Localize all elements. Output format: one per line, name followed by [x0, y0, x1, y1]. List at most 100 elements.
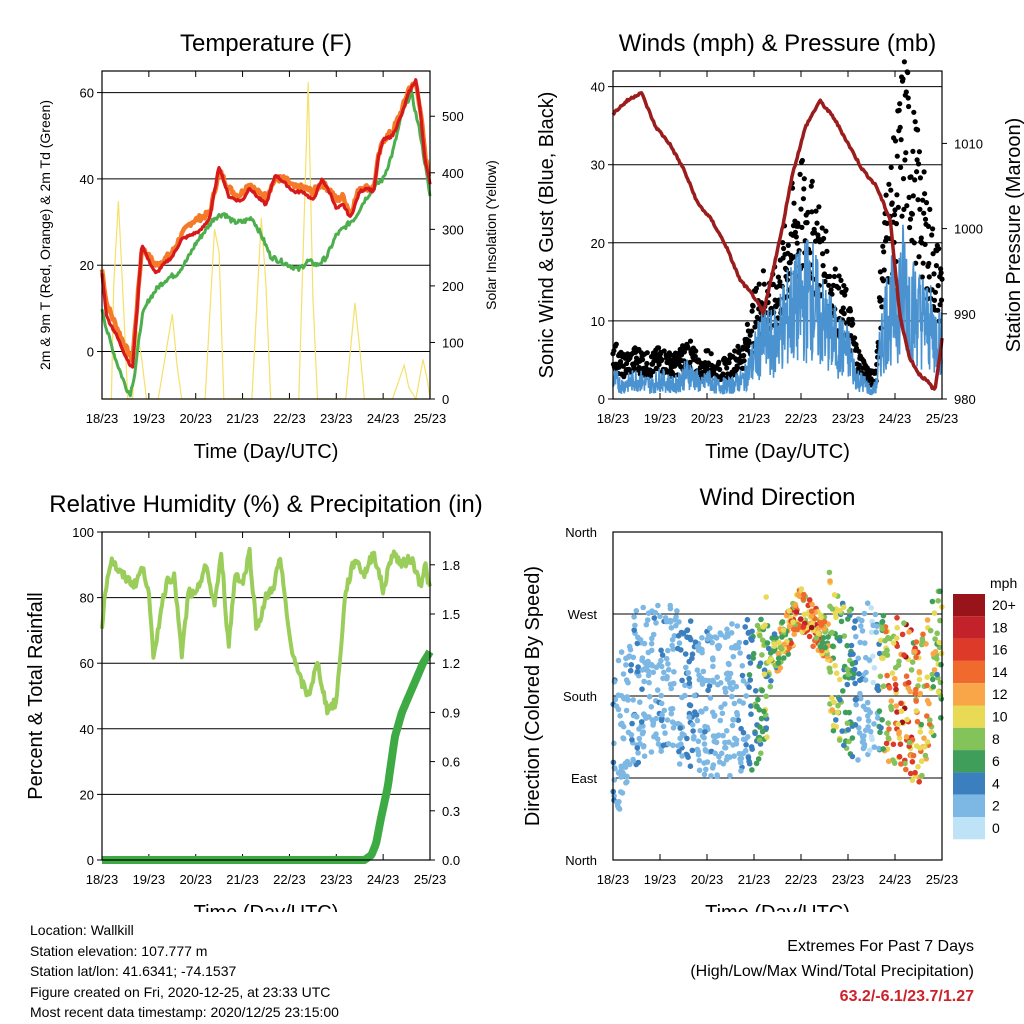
direction-point [841, 633, 848, 639]
gust-point [898, 137, 904, 143]
direction-point [683, 664, 689, 671]
gust-point [761, 281, 767, 287]
direction-point [743, 639, 749, 646]
direction-point [748, 703, 754, 709]
direction-point [727, 684, 733, 691]
colorbar-swatch [953, 638, 985, 661]
colorbar-label: 16 [992, 642, 1008, 658]
gust-point [878, 297, 885, 303]
figure-created: Figure created on Fri, 2020-12-25, at 23… [30, 983, 331, 1000]
x-tick-label: 18/23 [86, 411, 119, 426]
gust-point [897, 124, 903, 130]
direction-point [937, 617, 943, 624]
direction-point [687, 763, 694, 769]
gust-point [780, 240, 786, 246]
direction-point [650, 669, 657, 676]
gust-point [880, 243, 886, 249]
direction-point [763, 594, 769, 600]
gust-point [741, 358, 747, 364]
gust-point [816, 204, 822, 210]
direction-point [853, 696, 860, 703]
gust-point [840, 305, 846, 311]
gust-point [775, 274, 782, 280]
direction-point [676, 640, 683, 646]
direction-point [894, 709, 900, 715]
direction-point [703, 766, 709, 773]
direction-point [890, 640, 897, 646]
direction-point [845, 671, 851, 678]
direction-point [692, 639, 699, 645]
gust-point [735, 343, 741, 349]
gust-point [785, 242, 791, 248]
gust-point [894, 192, 900, 198]
x-tick-label: 18/23 [86, 872, 119, 887]
gust-point [824, 248, 830, 254]
rh-line [100, 546, 432, 716]
direction-point [855, 655, 862, 662]
gust-point [749, 308, 755, 314]
gust-point [921, 210, 927, 216]
extremes-box: Extremes For Past 7 Days (High/Low/Max W… [690, 934, 974, 1009]
y-tick-label: West [568, 607, 598, 622]
direction-point [863, 654, 869, 661]
direction-point [926, 700, 932, 707]
direction-point [724, 626, 730, 633]
direction-point [879, 717, 885, 723]
gust-point [753, 285, 760, 291]
direction-point [622, 764, 629, 770]
direction-point [645, 610, 652, 616]
direction-point [670, 725, 677, 731]
gust-point [820, 263, 826, 269]
direction-point [915, 763, 921, 770]
direction-point [832, 662, 838, 669]
gust-point [852, 335, 858, 341]
direction-point [635, 634, 641, 641]
gust-point [617, 359, 624, 365]
direction-point [862, 727, 869, 734]
direction-point [713, 635, 720, 641]
direction-point [663, 655, 670, 662]
gust-point [746, 340, 752, 346]
direction-point [858, 623, 864, 629]
direction-point [878, 725, 884, 731]
direction-point [761, 667, 768, 673]
direction-point [624, 779, 630, 785]
direction-point [761, 708, 767, 715]
direction-point [922, 752, 929, 759]
direction-point [864, 600, 871, 606]
direction-point [898, 708, 905, 714]
x-tick-label: 20/23 [691, 411, 724, 426]
gust-point [935, 283, 941, 289]
direction-point [620, 735, 626, 741]
gust-point [756, 281, 762, 287]
precip-line [99, 649, 434, 864]
gust-point [925, 223, 932, 229]
direction-point [870, 679, 877, 686]
direction-point [818, 622, 825, 628]
x-axis-label: Time (Day/UTC) [194, 902, 339, 912]
direction-point [844, 642, 850, 649]
colorbar-swatch [953, 817, 985, 840]
gust-point [705, 348, 711, 354]
gust-point [932, 289, 939, 295]
colorbar-title: mph [990, 575, 1017, 591]
direction-point [668, 710, 675, 717]
direction-point [846, 608, 853, 614]
direction-point [819, 639, 826, 646]
direction-point [916, 779, 922, 785]
direction-point [694, 643, 701, 650]
colorbar-swatch [953, 683, 985, 706]
direction-point [775, 655, 782, 661]
gust-point [624, 360, 630, 367]
gust-point [911, 109, 917, 115]
direction-point [871, 665, 878, 671]
direction-point [679, 677, 685, 684]
gust-point [912, 177, 918, 183]
direction-point [831, 592, 838, 598]
direction-point [786, 608, 792, 614]
direction-point [864, 699, 871, 706]
direction-point [671, 680, 677, 687]
x-tick-label: 25/23 [926, 872, 959, 887]
direction-point [746, 684, 752, 691]
direction-point [715, 681, 721, 688]
